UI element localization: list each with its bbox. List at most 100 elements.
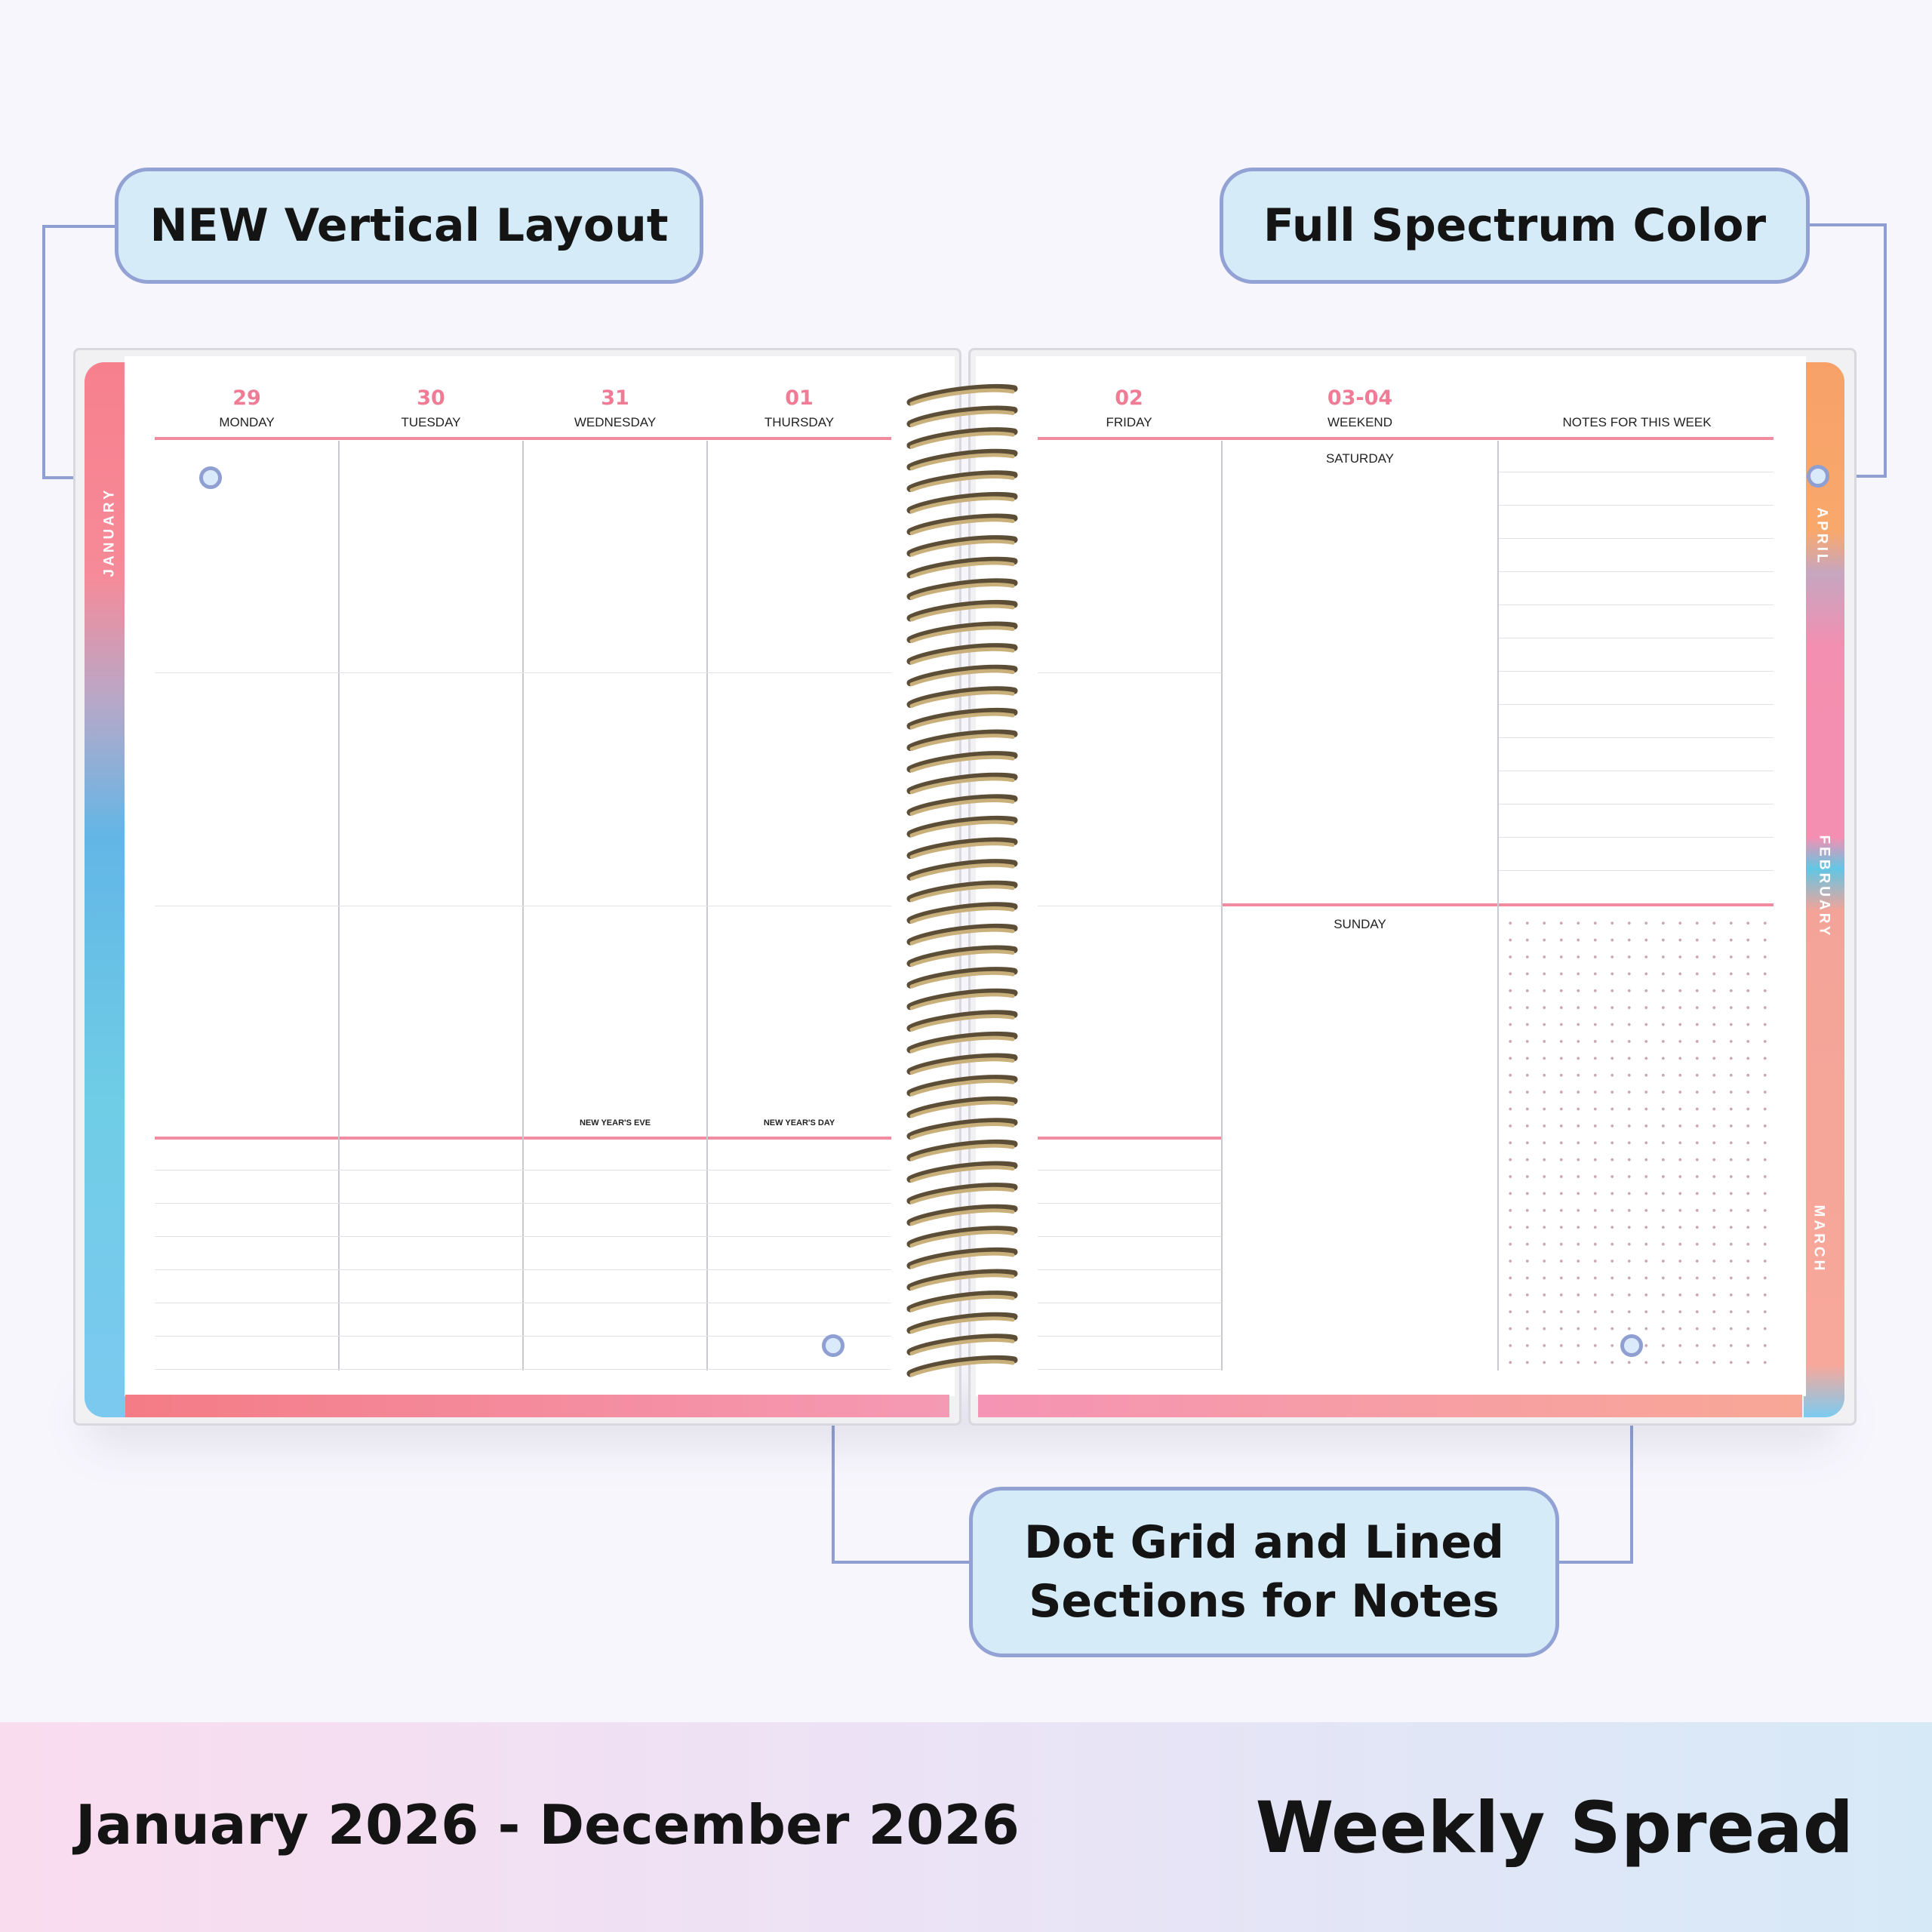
tab-march[interactable]: MARCH xyxy=(1810,1204,1827,1274)
day-number: 29 xyxy=(232,386,261,410)
spiral-coil xyxy=(906,599,1018,622)
header-rule xyxy=(155,437,891,440)
row-divider xyxy=(155,672,891,673)
left-bottom-strip xyxy=(125,1395,949,1417)
note-line xyxy=(155,1269,891,1270)
spiral-coil xyxy=(906,1355,1018,1377)
spiral-coil xyxy=(906,1312,1018,1334)
day-number: 03-04 xyxy=(1327,386,1393,410)
left-tab-strip xyxy=(85,362,125,1417)
day-number: 31 xyxy=(601,386,629,410)
left-paper xyxy=(125,356,955,1396)
spiral-coil xyxy=(906,923,1018,946)
note-line xyxy=(1499,737,1774,738)
spiral-coil xyxy=(906,664,1018,687)
connector-dot xyxy=(1807,465,1829,488)
note-line xyxy=(1038,1269,1222,1270)
tab-february[interactable]: FEBRUARY xyxy=(1816,835,1832,939)
footer-banner xyxy=(0,1722,1932,1932)
spiral-coil xyxy=(906,1161,1018,1183)
right-bottom-strip xyxy=(978,1395,1802,1417)
spiral-coil xyxy=(906,686,1018,708)
callout-full-spectrum-color: Full Spectrum Color xyxy=(1220,168,1810,284)
spiral-coil xyxy=(906,427,1018,449)
date-range: January 2026 - December 2026 xyxy=(75,1793,1020,1857)
spiral-coil xyxy=(906,1226,1018,1247)
spiral-coil xyxy=(906,383,1018,406)
callout-line: Dot Grid and Lined xyxy=(1023,1516,1505,1569)
spiral-coil xyxy=(906,729,1018,752)
connector-dot xyxy=(199,466,222,489)
note-line xyxy=(1038,1336,1222,1337)
spiral-coil xyxy=(906,1139,1018,1161)
spiral-coil xyxy=(906,945,1018,968)
spiral-coil xyxy=(906,578,1018,600)
spiral-coil xyxy=(906,448,1018,471)
spiral-coil xyxy=(906,751,1018,773)
note-line xyxy=(1038,1170,1222,1171)
note-line xyxy=(1499,571,1774,572)
spiral-coil xyxy=(906,405,1018,428)
note-line xyxy=(1038,1369,1222,1370)
spiral-coil xyxy=(906,967,1018,989)
day-name: WEEKEND xyxy=(1327,415,1392,429)
tab-april[interactable]: APRIL xyxy=(1814,507,1830,566)
callout-dot-grid-lined: Dot Grid and Lined Sections for Notes xyxy=(969,1487,1559,1657)
spiral-coil xyxy=(906,988,1018,1011)
day-number: 30 xyxy=(417,386,445,410)
note-line xyxy=(1499,704,1774,705)
spiral-coil xyxy=(906,794,1018,816)
dot-grid-notes[interactable] xyxy=(1502,915,1774,1372)
note-line xyxy=(155,1203,891,1204)
tab-january[interactable]: JANUARY xyxy=(101,487,118,577)
row-divider xyxy=(1038,672,1222,673)
spiral-coil xyxy=(906,1204,1018,1226)
callout-line: Sections for Notes xyxy=(1029,1575,1500,1628)
spiral-coil xyxy=(906,1053,1018,1075)
spiral-coil xyxy=(906,1269,1018,1291)
day-name: WEDNESDAY xyxy=(574,415,657,429)
spiral-coil xyxy=(906,535,1018,557)
note-line xyxy=(155,1369,891,1370)
note-line xyxy=(155,1170,891,1171)
spiral-coil xyxy=(906,837,1018,860)
spiral-coil xyxy=(906,1075,1018,1097)
spiral-coil xyxy=(906,621,1018,644)
column-divider xyxy=(1221,441,1223,1371)
spiral-binding xyxy=(906,383,1018,1377)
spiral-coil xyxy=(906,1247,1018,1269)
spiral-coil xyxy=(906,1096,1018,1118)
saturday-label: SATURDAY xyxy=(1325,451,1395,466)
day-name: TUESDAY xyxy=(401,415,461,429)
spiral-coil xyxy=(906,1010,1018,1032)
notes-header: NOTES FOR THIS WEEK xyxy=(1562,415,1712,429)
spiral-coil xyxy=(906,513,1018,536)
spread-title: Weekly Spread xyxy=(1255,1787,1854,1869)
spiral-coil xyxy=(906,707,1018,730)
spiral-coil xyxy=(906,1031,1018,1054)
connector-dot xyxy=(1620,1334,1643,1357)
column-divider xyxy=(1497,441,1499,1371)
spiral-coil xyxy=(906,1118,1018,1140)
note-line xyxy=(1499,870,1774,871)
note-line xyxy=(155,1336,891,1337)
note-line xyxy=(1499,837,1774,838)
spiral-coil xyxy=(906,556,1018,579)
notes-rule xyxy=(1038,1137,1222,1140)
spiral-coil xyxy=(906,859,1018,881)
callout-vertical-layout: NEW Vertical Layout xyxy=(115,168,703,284)
spiral-coil xyxy=(906,491,1018,514)
holiday-label: NEW YEAR'S EVE xyxy=(579,1118,651,1128)
holiday-label: NEW YEAR'S DAY xyxy=(763,1118,835,1128)
note-line xyxy=(1499,671,1774,672)
connector-dot xyxy=(822,1334,844,1357)
day-name: FRIDAY xyxy=(1106,415,1152,429)
note-line xyxy=(1038,1236,1222,1237)
spiral-coil xyxy=(906,643,1018,665)
spiral-coil xyxy=(906,880,1018,903)
spiral-coil xyxy=(906,772,1018,795)
spiral-coil xyxy=(906,815,1018,838)
note-line xyxy=(1038,1203,1222,1204)
spiral-coil xyxy=(906,470,1018,492)
spiral-coil xyxy=(906,1291,1018,1312)
